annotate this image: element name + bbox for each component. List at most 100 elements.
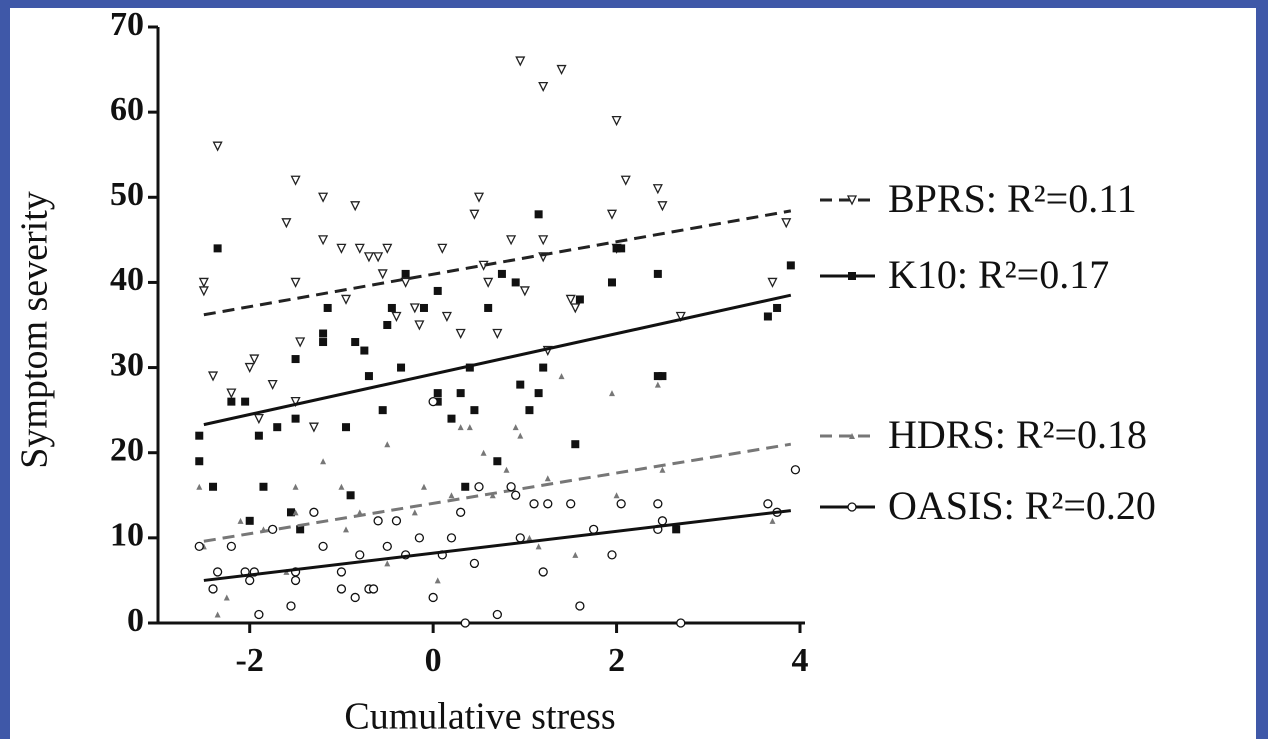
point (378, 406, 387, 415)
point (214, 611, 221, 618)
y-tick-label: 20 (110, 432, 144, 469)
point (606, 209, 618, 220)
point (616, 499, 626, 509)
point (291, 355, 300, 364)
point (223, 594, 230, 601)
x-tick-label: 4 (792, 642, 809, 679)
legend-label: OASIS: R²=0.20 (888, 483, 1156, 528)
point (368, 584, 379, 594)
point (207, 371, 219, 382)
point (556, 64, 567, 76)
point (620, 175, 631, 186)
point (254, 431, 263, 440)
point (653, 269, 662, 278)
point (320, 458, 327, 465)
point (512, 424, 519, 431)
point (209, 482, 218, 491)
point (517, 432, 524, 439)
x-tick-label: 2 (608, 642, 625, 679)
legend-label: HDRS: R²=0.18 (888, 412, 1147, 457)
legend-marker (847, 502, 857, 512)
point (295, 337, 306, 348)
point (259, 482, 268, 491)
point (769, 517, 776, 524)
point (227, 397, 236, 406)
point (391, 311, 402, 322)
point (244, 362, 255, 374)
point (198, 277, 209, 288)
point (237, 517, 244, 524)
point (212, 141, 223, 152)
point (652, 184, 663, 195)
y-tick-label: 0 (127, 602, 144, 639)
point (658, 372, 667, 381)
point (350, 201, 361, 212)
point (493, 457, 502, 466)
legend-marker (849, 433, 855, 439)
fit-line (203, 293, 792, 427)
point (397, 363, 406, 372)
point (290, 277, 301, 288)
point (676, 618, 686, 628)
point (296, 525, 305, 534)
point (558, 373, 565, 380)
point (543, 499, 553, 509)
point (480, 449, 487, 456)
point (428, 592, 438, 603)
point (539, 363, 548, 372)
point (323, 303, 332, 312)
point (290, 396, 301, 408)
point (194, 541, 204, 552)
point (195, 431, 204, 440)
point (653, 499, 663, 509)
point (382, 541, 392, 552)
point (373, 252, 384, 263)
point (607, 278, 616, 287)
point (538, 235, 549, 246)
point (575, 295, 584, 304)
legend-marker (846, 195, 858, 206)
point (363, 252, 374, 263)
point (373, 516, 383, 526)
point (377, 269, 388, 280)
point (566, 499, 576, 509)
point (245, 516, 254, 525)
point (290, 175, 301, 186)
point (511, 278, 520, 287)
point (195, 457, 204, 466)
x-tick-label: -2 (236, 642, 264, 679)
point (675, 311, 686, 322)
point (343, 526, 350, 533)
point (338, 483, 345, 490)
point (441, 311, 452, 322)
point (506, 235, 517, 246)
point (588, 524, 599, 534)
point (570, 303, 581, 314)
y-tick-label: 40 (110, 261, 144, 298)
point (565, 294, 576, 305)
point (446, 533, 457, 543)
point (763, 499, 773, 509)
point (254, 609, 264, 620)
point (657, 201, 668, 212)
point (286, 601, 296, 611)
y-tick-label: 60 (110, 91, 144, 128)
point (529, 499, 539, 509)
point (354, 243, 365, 254)
point (434, 577, 441, 584)
point (571, 440, 580, 449)
point (492, 609, 502, 620)
point (466, 424, 473, 431)
point (483, 277, 494, 288)
point (437, 243, 448, 254)
point (613, 492, 620, 499)
point (319, 329, 328, 338)
x-axis-title: Cumulative stress (344, 696, 615, 738)
point (292, 483, 299, 490)
point (492, 328, 503, 339)
point (456, 507, 466, 517)
point (391, 516, 402, 526)
point (340, 294, 352, 305)
point (414, 320, 425, 331)
